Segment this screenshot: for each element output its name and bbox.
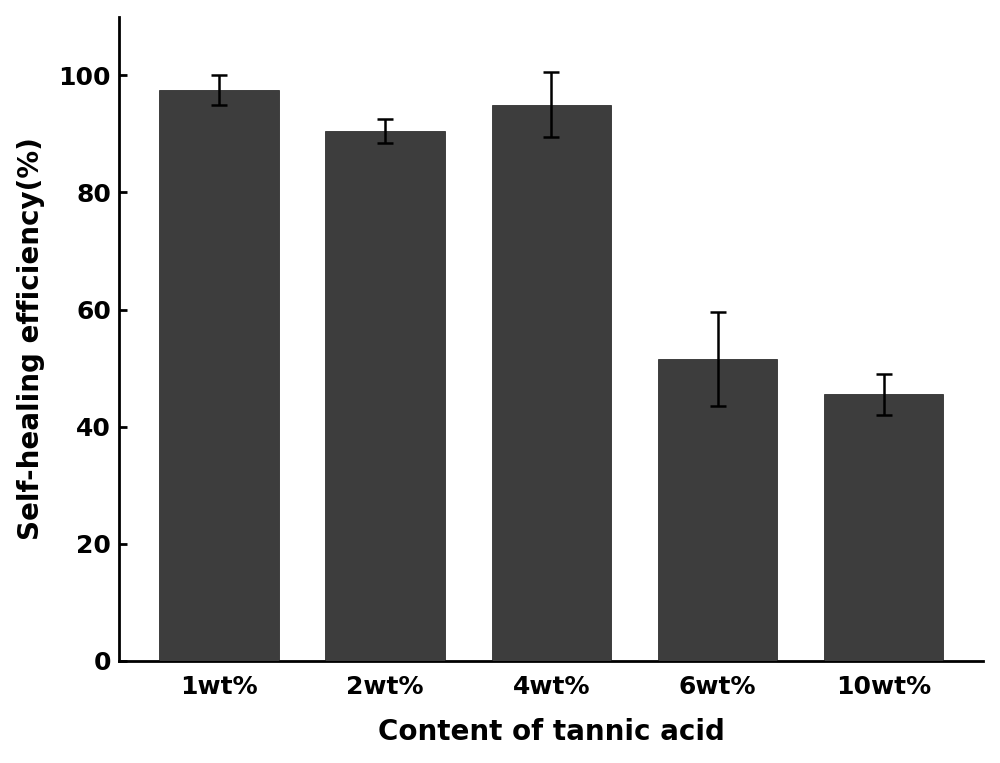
X-axis label: Content of tannic acid: Content of tannic acid <box>378 718 725 746</box>
Bar <box>824 394 943 661</box>
Bar <box>325 131 445 661</box>
Y-axis label: Self-healing efficiency(%): Self-healing efficiency(%) <box>17 137 45 540</box>
Bar <box>492 105 611 661</box>
Bar <box>658 359 777 661</box>
Bar <box>159 90 279 661</box>
